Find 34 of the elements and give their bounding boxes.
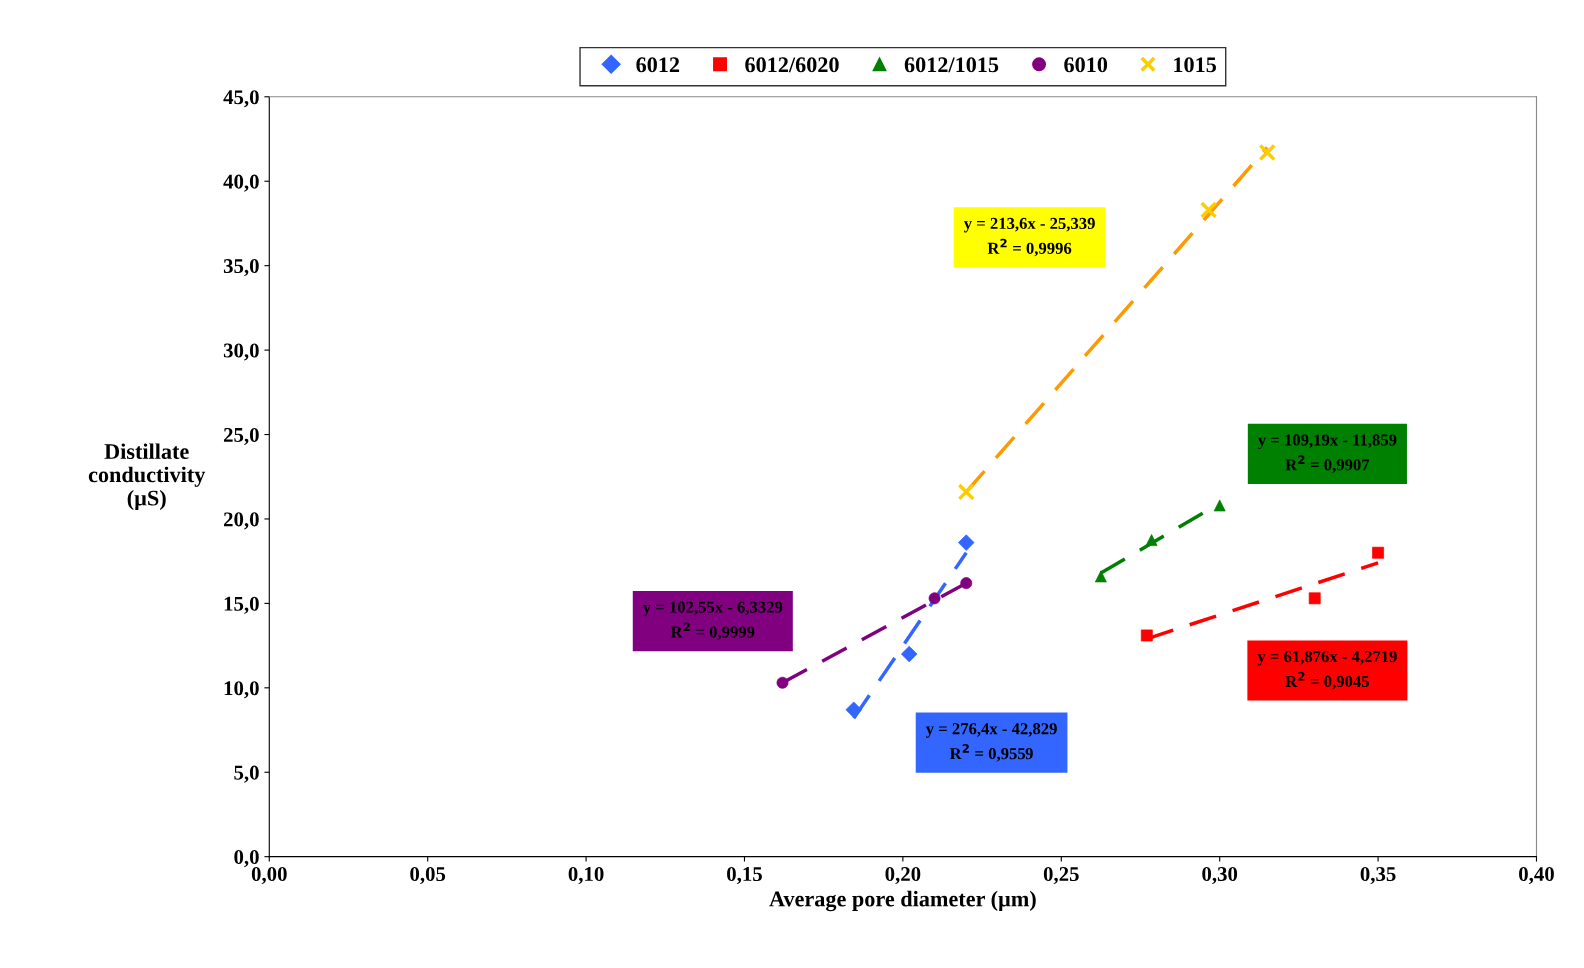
annotation: y = 213,6x - 25,339 R$^{2}$ = 0,9996 <box>963 217 1095 257</box>
y-axis-title: Distillate conductivity (µS) <box>88 443 206 511</box>
y-tick-label: 20,0 <box>223 512 259 530</box>
y-tick-label: 35,0 <box>223 259 259 277</box>
x-tick-label: 0,30 <box>1202 867 1238 885</box>
y-tick-label: 0,0 <box>234 850 259 868</box>
y-tick-label: 10,0 <box>224 681 259 699</box>
x-tick-label: 0,20 <box>885 867 921 885</box>
point <box>1258 143 1276 162</box>
annotation: y = 109,19x - 11,859 R$^{2}$ = 0,9907 <box>1257 434 1397 473</box>
point <box>1199 201 1218 219</box>
annotation: y = 102,55x - 6,3329 R$^{2}$ = 0,9999 <box>642 601 783 641</box>
x-tick-label: 0,25 <box>1043 867 1079 885</box>
x-tick-label: 0,15 <box>727 867 762 885</box>
annotation: y = 61,876x - 4,2719 R$^{2}$ = 0,9045 <box>1257 650 1397 690</box>
x-tick-label: 0,35 <box>1360 867 1396 885</box>
x-tick-label: 0,10 <box>568 867 604 885</box>
point <box>957 483 975 501</box>
annotation: y = 276,4x - 42,829 R$^{2}$ = 0,9559 <box>925 723 1057 762</box>
x-axis-title: Average pore diameter (µm) <box>769 890 1036 912</box>
legend-label: 1015 <box>1174 57 1217 73</box>
y-tick-label: 15,0 <box>224 596 259 614</box>
x-tick-label: 0,05 <box>410 867 446 885</box>
y-tick-label: 40,0 <box>223 174 259 192</box>
legend-label: 6010 <box>1064 57 1108 73</box>
legend-label: 6012 <box>636 57 680 73</box>
y-tick-label: 30,0 <box>223 343 259 361</box>
x-tick-label: 0,00 <box>251 867 287 885</box>
y-tick-label: 5,0 <box>234 765 259 783</box>
legend-label: 6012/6020 <box>745 57 839 73</box>
x-tick-label: 0,40 <box>1519 867 1554 885</box>
legend-label: 6012/1015 <box>904 57 999 73</box>
y-tick-label: 45,0 <box>223 90 259 108</box>
y-tick-label: 25,0 <box>223 427 259 445</box>
